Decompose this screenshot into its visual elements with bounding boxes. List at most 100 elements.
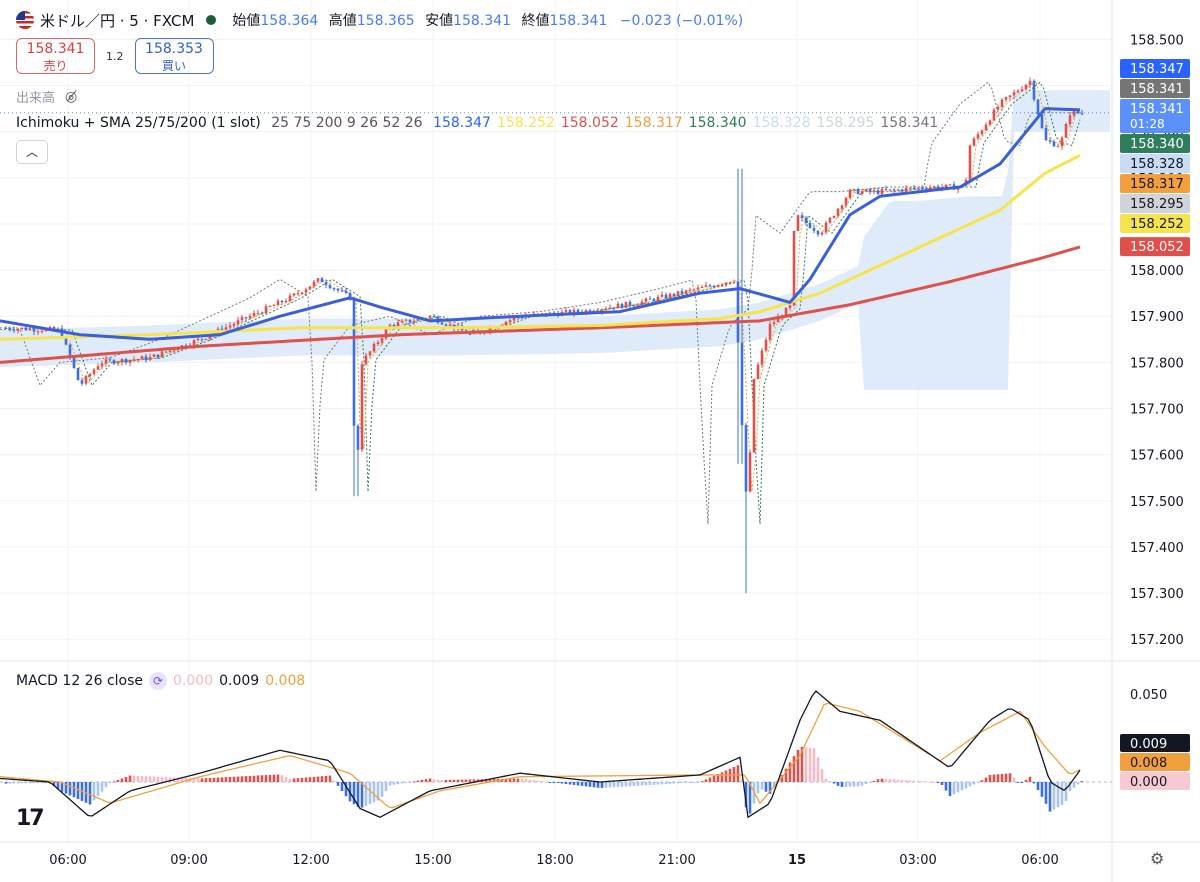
macd-bar — [232, 776, 236, 782]
candle-body — [904, 188, 908, 192]
candle-body — [740, 342, 744, 426]
macd-bar — [468, 779, 472, 782]
candle-body — [980, 130, 984, 135]
macd-bar — [944, 782, 948, 791]
macd-bar — [840, 782, 844, 787]
macd-bar — [376, 782, 380, 801]
candle-body — [816, 230, 820, 235]
macd-bar — [356, 782, 360, 808]
macd-bar — [908, 780, 912, 782]
candle-body — [264, 306, 268, 314]
macd-bar — [204, 778, 208, 782]
price-tag-bg — [1120, 194, 1190, 213]
macd-bar — [860, 782, 864, 786]
macd-bar — [1000, 773, 1004, 782]
price-tick-label: 157.500 — [1130, 495, 1184, 510]
price-tag: 158.052 — [1120, 237, 1190, 257]
candle-body — [936, 186, 940, 189]
volume-legend: 出来高 ◎̸ — [16, 87, 78, 107]
macd-tag: 0.009 — [1120, 734, 1190, 752]
candle-body — [804, 217, 808, 224]
macd-bar — [632, 782, 636, 787]
macd-bar — [980, 780, 984, 782]
macd-tag-text: 0.009 — [1130, 737, 1167, 752]
macd-bar — [948, 782, 952, 797]
refresh-icon[interactable]: ⟳ — [149, 672, 168, 690]
candle-body — [164, 351, 168, 353]
candle-body — [276, 300, 280, 306]
macd-bar — [600, 782, 604, 788]
macd-bar — [724, 770, 728, 782]
macd-bar — [1080, 781, 1084, 783]
macd-values-0: 0.000 — [173, 673, 214, 689]
change-value: −0.023 (−0.01%) — [619, 13, 744, 29]
indicator-values-1: 158.252 — [496, 115, 555, 131]
indicator-legend[interactable]: Ichimoku + SMA 25/75/200 (1 slot) 25 75 … — [16, 115, 950, 131]
sma25-line — [0, 107, 1081, 341]
candle-body — [52, 327, 56, 330]
macd-bar — [120, 778, 124, 782]
high-label: 高値 — [328, 13, 357, 29]
macd-bar — [344, 782, 348, 797]
candle-body — [208, 335, 212, 339]
candle-body — [108, 359, 112, 361]
macd-bar — [768, 782, 772, 794]
candle-body — [540, 313, 544, 315]
tradingview-logo[interactable]: 17 — [16, 806, 45, 831]
macd-bar — [844, 782, 848, 787]
macd-bar — [524, 779, 528, 782]
macd-bar — [620, 782, 624, 787]
candle-body — [704, 285, 708, 287]
sell-button[interactable]: 158.341 売り — [16, 38, 95, 74]
candle-body — [852, 189, 856, 191]
collapse-legend-button[interactable]: ︿ — [16, 140, 48, 164]
macd-bar — [760, 782, 764, 790]
macd-bar — [504, 778, 508, 782]
macd-bar — [660, 782, 664, 785]
macd-bar — [324, 775, 328, 782]
candle-body — [488, 327, 492, 332]
macd-bar — [400, 782, 404, 784]
candle-body — [716, 285, 720, 287]
candle-body — [128, 359, 132, 363]
price-tag-bg — [1120, 134, 1190, 153]
macd-bar — [580, 782, 584, 786]
macd-bar — [460, 779, 464, 782]
macd-bar — [516, 778, 520, 782]
candle-body — [972, 138, 976, 146]
macd-bar — [1072, 782, 1076, 788]
candle-body — [336, 288, 340, 291]
symbol-name[interactable]: 米ドル／円 · 5 · FXCM — [40, 11, 195, 30]
price-tag-bg — [1120, 99, 1190, 133]
gear-icon[interactable]: ⚙ — [1150, 849, 1165, 868]
candle-body — [272, 305, 276, 307]
macd-bar — [428, 778, 432, 782]
macd-bar — [608, 782, 612, 788]
candle-body — [80, 380, 84, 384]
candle-body — [92, 369, 96, 374]
eye-hidden-icon[interactable]: ◎̸ — [65, 88, 78, 105]
macd-bar — [808, 747, 812, 782]
low-label: 安値 — [425, 13, 454, 29]
candle-body — [444, 324, 448, 326]
countdown-text: 01:28 — [1130, 117, 1165, 131]
candle-body — [160, 351, 164, 358]
price-tag: 158.252 — [1120, 214, 1190, 233]
macd-bar — [440, 780, 444, 782]
candle-body — [40, 331, 44, 333]
candle-body — [800, 215, 804, 218]
candle-body — [796, 215, 800, 231]
candle-body — [808, 223, 812, 229]
candle-body — [876, 190, 880, 194]
macd-bar — [836, 782, 840, 786]
macd-bar — [952, 782, 956, 795]
candle-body — [104, 359, 108, 364]
candle-body — [372, 344, 376, 352]
macd-bar — [256, 775, 260, 782]
macd-legend[interactable]: MACD 12 26 close ⟳ 0.000 0.009 0.008 — [16, 672, 317, 690]
macd-tag-text: 0.000 — [1130, 775, 1167, 790]
buy-label: 買い — [161, 59, 186, 73]
buy-button[interactable]: 158.353 買い — [134, 38, 214, 74]
candle-body — [1068, 115, 1072, 125]
